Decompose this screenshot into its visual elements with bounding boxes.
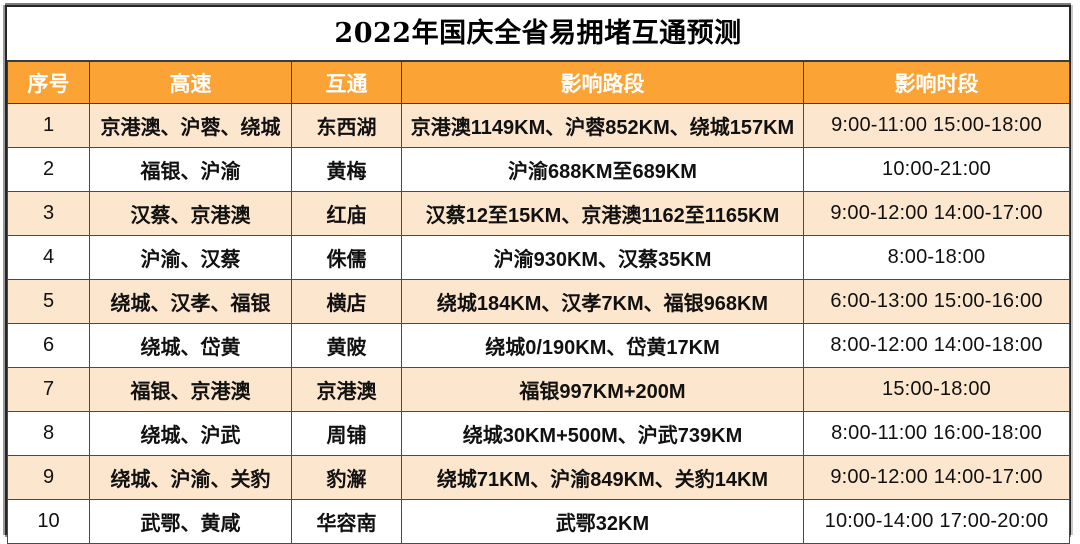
cell-time: 9:00-12:00 14:00-17:00 xyxy=(803,191,1070,236)
cell-index: 8 xyxy=(7,411,90,456)
cell-highway: 汉蔡、京港澳 xyxy=(89,191,292,236)
cell-section: 沪渝688KM至689KM xyxy=(401,147,804,192)
table-row: 2 福银、沪渝 黄梅 沪渝688KM至689KM 10:00-21:00 xyxy=(7,147,1070,192)
cell-highway: 沪渝、汉蔡 xyxy=(89,235,292,280)
column-header-highway: 高速 xyxy=(89,61,292,104)
cell-time: 9:00-11:00 15:00-18:00 xyxy=(803,103,1070,148)
table-row: 5 绕城、汉孝、福银 横店 绕城184KM、汉孝7KM、福银968KM 6:00-13:… xyxy=(7,279,1070,324)
table-row: 9 绕城、沪渝、关豹 豹澥 绕城71KM、沪渝849KM、关豹14KM 9:00-12:… xyxy=(7,455,1070,500)
table-row: 1 京港澳、沪蓉、绕城 东西湖 京港澳1149KM、沪蓉852KM、绕城157KM 9:… xyxy=(7,103,1070,148)
table-row: 10 武鄂、黄咸 华容南 武鄂32KM 10:00-14:00 17:00-20:00 xyxy=(7,499,1070,544)
column-header-interchange: 互通 xyxy=(291,61,402,104)
cell-index: 4 xyxy=(7,235,90,280)
cell-time: 8:00-11:00 16:00-18:00 xyxy=(803,411,1070,456)
cell-section: 绕城71KM、沪渝849KM、关豹14KM xyxy=(401,455,804,500)
cell-interchange: 红庙 xyxy=(291,191,402,236)
forecast-table-frame: 2022年国庆全省易拥堵互通预测 序号 高速 互通 影响路段 影响时段 1 京港澳、沪蓉、… xyxy=(5,5,1071,544)
cell-interchange: 东西湖 xyxy=(291,103,402,148)
table-body: 1 京港澳、沪蓉、绕城 东西湖 京港澳1149KM、沪蓉852KM、绕城157KM 9:… xyxy=(7,103,1070,544)
cell-time: 6:00-13:00 15:00-16:00 xyxy=(803,279,1070,324)
cell-index: 10 xyxy=(7,499,90,544)
cell-time: 8:00-18:00 xyxy=(803,235,1070,280)
column-header-time: 影响时段 xyxy=(803,61,1070,104)
cell-highway: 京港澳、沪蓉、绕城 xyxy=(89,103,292,148)
cell-section: 汉蔡12至15KM、京港澳1162至1165KM xyxy=(401,191,804,236)
cell-index: 3 xyxy=(7,191,90,236)
cell-index: 6 xyxy=(7,323,90,368)
table-row: 6 绕城、岱黄 黄陂 绕城0/190KM、岱黄17KM 8:00-12:00 14:00… xyxy=(7,323,1070,368)
cell-index: 7 xyxy=(7,367,90,412)
cell-interchange: 华容南 xyxy=(291,499,402,544)
cell-interchange: 侏儒 xyxy=(291,235,402,280)
cell-time: 10:00-21:00 xyxy=(803,147,1070,192)
cell-index: 1 xyxy=(7,103,90,148)
cell-interchange: 京港澳 xyxy=(291,367,402,412)
cell-time: 8:00-12:00 14:00-18:00 xyxy=(803,323,1070,368)
cell-highway: 绕城、岱黄 xyxy=(89,323,292,368)
cell-section: 京港澳1149KM、沪蓉852KM、绕城157KM xyxy=(401,103,804,148)
cell-highway: 福银、京港澳 xyxy=(89,367,292,412)
cell-section: 绕城184KM、汉孝7KM、福银968KM xyxy=(401,279,804,324)
congestion-forecast-table: 序号 高速 互通 影响路段 影响时段 1 京港澳、沪蓉、绕城 东西湖 京港澳1149KM、沪蓉… xyxy=(7,61,1070,544)
header-row: 序号 高速 互通 影响路段 影响时段 xyxy=(7,61,1070,104)
cell-index: 9 xyxy=(7,455,90,500)
cell-interchange: 横店 xyxy=(291,279,402,324)
column-header-section: 影响路段 xyxy=(401,61,804,104)
cell-interchange: 周铺 xyxy=(291,411,402,456)
cell-section: 绕城30KM+500M、沪武739KM xyxy=(401,411,804,456)
cell-index: 2 xyxy=(7,147,90,192)
table-row: 7 福银、京港澳 京港澳 福银997KM+200M 15:00-18:00 xyxy=(7,367,1070,412)
cell-section: 沪渝930KM、汉蔡35KM xyxy=(401,235,804,280)
cell-section: 绕城0/190KM、岱黄17KM xyxy=(401,323,804,368)
cell-section: 福银997KM+200M xyxy=(401,367,804,412)
cell-interchange: 黄梅 xyxy=(291,147,402,192)
cell-highway: 武鄂、黄咸 xyxy=(89,499,292,544)
page-title: 2022年国庆全省易拥堵互通预测 xyxy=(7,7,1069,61)
cell-section: 武鄂32KM xyxy=(401,499,804,544)
table-row: 4 沪渝、汉蔡 侏儒 沪渝930KM、汉蔡35KM 8:00-18:00 xyxy=(7,235,1070,280)
cell-time: 15:00-18:00 xyxy=(803,367,1070,412)
cell-time: 10:00-14:00 17:00-20:00 xyxy=(803,499,1070,544)
cell-highway: 绕城、沪武 xyxy=(89,411,292,456)
cell-interchange: 豹澥 xyxy=(291,455,402,500)
cell-interchange: 黄陂 xyxy=(291,323,402,368)
cell-highway: 福银、沪渝 xyxy=(89,147,292,192)
table-row: 3 汉蔡、京港澳 红庙 汉蔡12至15KM、京港澳1162至1165KM 9:00-12… xyxy=(7,191,1070,236)
cell-highway: 绕城、沪渝、关豹 xyxy=(89,455,292,500)
cell-time: 9:00-12:00 14:00-17:00 xyxy=(803,455,1070,500)
table-row: 8 绕城、沪武 周铺 绕城30KM+500M、沪武739KM 8:00-11:00 16… xyxy=(7,411,1070,456)
column-header-index: 序号 xyxy=(7,61,90,104)
cell-highway: 绕城、汉孝、福银 xyxy=(89,279,292,324)
cell-index: 5 xyxy=(7,279,90,324)
